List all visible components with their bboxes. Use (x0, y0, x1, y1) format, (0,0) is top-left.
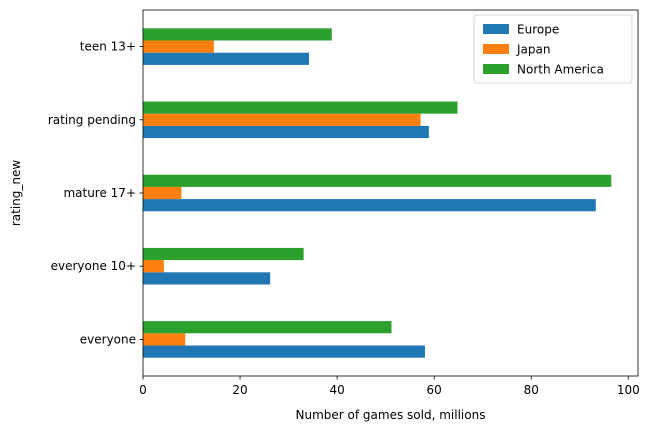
bar-north-america-rating-pending (143, 101, 458, 114)
legend: Europe Japan North America (473, 14, 633, 84)
bar-japan-rating-pending (143, 113, 421, 126)
x-axis-ticks: 0 20 40 60 80 100 (139, 376, 640, 397)
x-axis-label: Number of games sold, millions (296, 408, 486, 422)
x-tick-label: 40 (329, 383, 344, 397)
legend-swatch (483, 44, 509, 54)
legend-label: Japan (516, 43, 550, 57)
bar-japan-mature-17 (143, 186, 182, 200)
legend-swatch (483, 24, 509, 34)
bar-europe-everyone (143, 345, 425, 358)
x-tick-label: 100 (617, 383, 640, 397)
bar-japan-everyone (143, 333, 186, 346)
bar-europe-rating-pending (143, 125, 429, 139)
bar-japan-everyone-10 (143, 260, 164, 273)
bar-north-america-teen-13 (143, 28, 332, 41)
y-axis-ticks: everyone everyone 10+ mature 17+ rating pen… (48, 40, 143, 346)
bar-north-america-everyone (143, 321, 392, 334)
bars-layer (143, 28, 612, 358)
x-tick-label: 60 (427, 383, 442, 397)
bar-europe-mature-17 (143, 199, 596, 212)
legend-box (473, 14, 633, 84)
y-tick-label: everyone 10+ (51, 259, 136, 273)
y-tick-label: mature 17+ (63, 186, 136, 200)
y-axis-label: rating_new (9, 160, 23, 227)
bar-north-america-mature-17 (143, 174, 612, 187)
x-tick-label: 0 (139, 383, 147, 397)
legend-swatch (483, 64, 509, 74)
bar-north-america-everyone-10 (143, 247, 304, 261)
x-tick-label: 20 (232, 383, 247, 397)
legend-label: North America (517, 63, 604, 77)
bar-japan-teen-13 (143, 40, 214, 53)
y-tick-label: everyone (80, 332, 136, 346)
y-tick-label: rating pending (48, 113, 136, 127)
bar-europe-teen-13 (143, 52, 309, 65)
x-tick-label: 80 (524, 383, 539, 397)
y-tick-label: teen 13+ (80, 40, 136, 54)
bar-europe-everyone-10 (143, 272, 271, 285)
legend-label: Europe (517, 23, 559, 37)
